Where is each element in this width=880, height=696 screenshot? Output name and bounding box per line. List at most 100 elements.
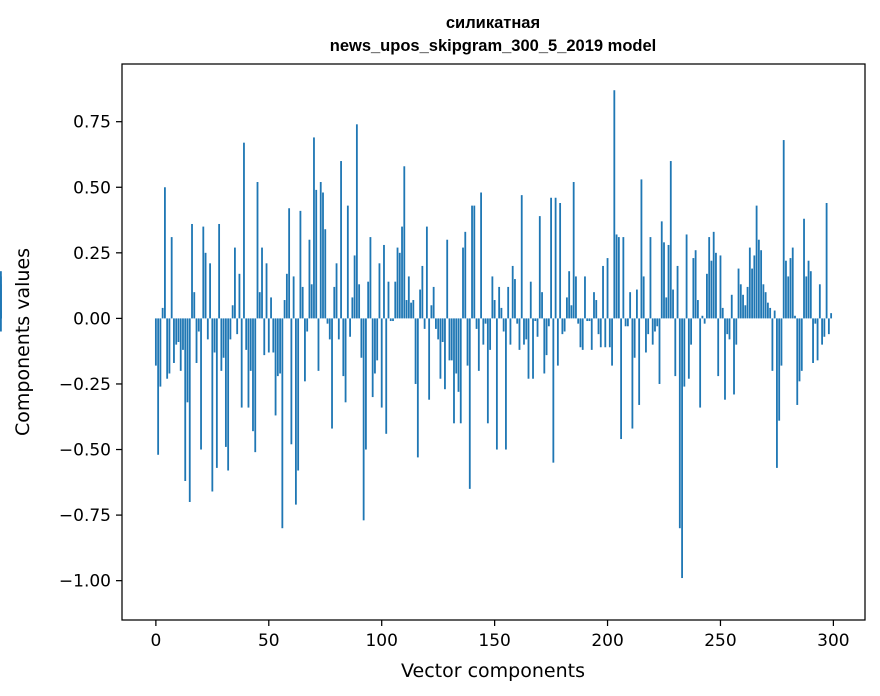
bar [398,252,401,319]
bar [333,286,336,319]
bar [807,260,810,319]
x-tick-label: 0 [150,631,161,651]
bar [161,307,164,319]
bar [579,318,582,348]
bar [694,250,697,319]
bar [665,297,668,319]
bar [351,297,354,319]
bar [263,318,266,356]
bar [462,247,464,319]
bar [565,297,568,319]
bar [620,318,622,440]
bar [482,318,485,345]
bar [200,318,202,450]
bar [654,318,656,332]
bar [346,205,349,319]
bar [376,318,379,361]
bar [425,226,428,319]
chart-subtitle: news_upos_skipgram_300_5_2019 model [330,37,657,55]
bar [437,318,440,340]
bar [387,281,390,319]
y-tick-label: 0.00 [73,309,111,329]
bar [0,310,2,319]
bar [369,237,372,319]
bar [159,318,162,387]
bar [193,292,196,319]
bar [708,237,711,319]
bar [491,276,494,319]
bar [279,318,281,374]
bar [809,271,812,319]
bar [367,281,370,319]
bar [281,318,284,529]
bar [457,318,460,392]
bar [753,255,756,319]
bar [166,318,169,379]
bar [403,166,406,319]
bar [154,318,157,366]
bar [696,300,699,319]
bar [394,281,397,319]
chart-title: силикатная [446,14,540,32]
bar [197,318,200,332]
bar [597,318,600,335]
bar [191,223,193,319]
bar [324,229,327,319]
bar [358,284,361,319]
bar [791,247,794,319]
bar [794,315,796,319]
bar [446,239,449,319]
bar [331,318,333,429]
bar [0,276,2,319]
axes-frame [121,63,866,621]
bar [254,318,257,453]
bar [360,318,363,358]
bar [500,307,503,319]
x-tick-label: 50 [258,631,280,651]
bar [344,318,347,403]
bar [365,318,367,450]
bar [787,276,790,319]
bar [556,318,559,366]
bar [588,318,591,322]
bar [186,318,189,403]
bar [516,318,519,324]
bar [441,318,444,342]
bar [624,318,627,327]
bar [755,205,758,319]
bar [204,252,207,319]
bar [527,318,530,379]
bar [236,318,239,335]
bar [545,318,548,356]
bar [313,137,315,319]
bar [547,318,550,327]
bar [509,318,512,345]
bar [486,318,489,424]
bar [484,318,487,324]
bar [227,318,230,471]
bar [825,203,828,319]
y-tick-label: 0.50 [73,178,111,198]
bar [584,276,586,319]
bar [642,276,645,319]
bar [502,318,505,332]
bar [362,318,365,521]
bar [448,318,451,361]
bar-series [0,90,833,579]
bar [773,310,776,319]
bar [796,318,799,405]
bar [699,318,702,408]
bar [213,318,216,353]
bar [224,318,227,447]
bar [678,318,681,529]
bar [778,318,781,421]
bar [821,318,823,345]
bar [782,140,785,319]
bar [285,273,288,319]
bar [674,318,677,377]
bar [473,205,476,319]
bar [692,258,695,319]
bar [353,255,356,319]
bar [374,318,376,374]
bar [525,318,528,340]
